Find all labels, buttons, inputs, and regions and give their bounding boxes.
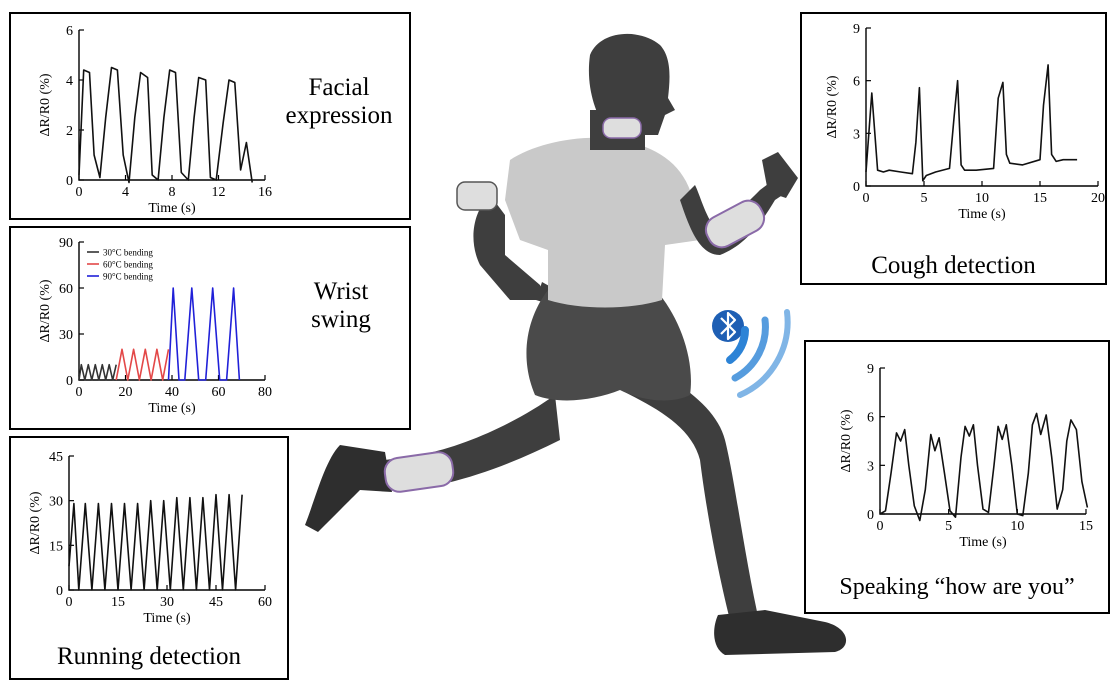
x-tick-label: 0	[76, 385, 83, 400]
x-tick-label: 0	[66, 595, 73, 610]
panel-wrist: 0 30 60 90 0 20 40 60 80 Time (s) ΔR/R0 (%) 30°C be…	[9, 226, 411, 430]
series-line-0	[78, 66, 253, 184]
title-running: Running detection	[57, 643, 241, 670]
chart-wrist: 0 30 60 90 0 20 40 60 80 Time (s) ΔR/R0 (%) 30°C be…	[38, 236, 272, 416]
x-axis-label: Time (s)	[958, 207, 1006, 222]
y-axis-label: ΔR/R0 (%)	[38, 73, 53, 136]
front-leg	[600, 355, 760, 625]
x-tick-label: 5	[921, 191, 928, 206]
y-tick-label: 9	[853, 22, 860, 37]
y-axis-label: ΔR/R0 (%)	[839, 409, 854, 472]
signal-waves-icon	[726, 309, 791, 398]
x-axis-label: Time (s)	[148, 201, 196, 216]
chart-cough: 0 3 6 9 0 5 10 15 20 Time (s) ΔR/R0 (%)	[825, 22, 1105, 222]
panel-running: 0 15 30 45 0 15 30 45 60 Time (s) ΔR/R0 (%) Runnin…	[9, 436, 289, 680]
y-tick-label: 0	[66, 174, 73, 189]
x-tick-label: 20	[119, 385, 133, 400]
series-line-2	[167, 287, 241, 381]
x-axis-label: Time (s)	[148, 401, 196, 416]
legend-label: 90°C bending	[103, 272, 153, 282]
x-tick-label: 60	[258, 595, 272, 610]
y-tick-label: 30	[59, 328, 73, 343]
axis-frame	[68, 456, 265, 591]
head	[588, 33, 675, 135]
y-tick-label: 0	[853, 180, 860, 195]
wearable-sensors	[383, 117, 766, 493]
front-fist	[762, 152, 798, 198]
y-tick-label: 9	[867, 362, 874, 377]
x-tick-label: 30	[160, 595, 174, 610]
x-tick-label: 16	[258, 185, 272, 200]
series-line-0	[879, 412, 1089, 522]
y-tick-label: 30	[49, 495, 63, 510]
y-tick-label: 6	[66, 24, 73, 39]
x-tick-label: 80	[258, 385, 272, 400]
y-tick-label: 0	[56, 584, 63, 599]
chart-running: 0 15 30 45 0 15 30 45 60 Time (s) ΔR/R0 (%)	[28, 450, 272, 626]
x-tick-label: 5	[945, 519, 952, 534]
x-tick-label: 20	[1091, 191, 1105, 206]
x-tick-label: 10	[975, 191, 989, 206]
x-tick-label: 12	[212, 185, 226, 200]
series-line-0	[78, 363, 117, 381]
x-tick-label: 0	[76, 185, 83, 200]
y-tick-label: 60	[59, 282, 73, 297]
y-tick-label: 6	[853, 75, 860, 90]
panel-speaking: 0 3 6 9 0 5 10 15 Time (s) ΔR/R0 (%) Speaking “ho…	[804, 340, 1110, 614]
neck-sensor	[602, 117, 642, 139]
title-speaking: Speaking “how are you”	[839, 574, 1075, 600]
panel-facial: 0 2 4 6 0 4 8 12 16 Time (s) ΔR/R0 (%) Facial expr…	[9, 12, 411, 220]
x-axis-label: Time (s)	[959, 535, 1007, 550]
upper-arm-sensor	[456, 181, 498, 211]
y-tick-label: 2	[66, 124, 73, 139]
shirt	[505, 137, 700, 308]
x-tick-label: 8	[169, 185, 176, 200]
x-tick-label: 0	[877, 519, 884, 534]
knee-sensor	[383, 451, 455, 493]
legend-label: 60°C bending	[103, 260, 153, 270]
title-facial: Facial expression	[285, 74, 393, 129]
series-line-0	[68, 493, 243, 591]
x-tick-label: 45	[209, 595, 223, 610]
y-tick-label: 0	[867, 508, 874, 523]
title-wrist: Wrist swing	[311, 278, 371, 333]
y-tick-label: 90	[59, 236, 73, 251]
x-tick-label: 4	[122, 185, 129, 200]
legend-label: 30°C bending	[103, 248, 153, 258]
y-tick-label: 4	[66, 74, 73, 89]
series-line-1	[115, 348, 170, 381]
axis-frame	[865, 28, 1098, 187]
x-tick-label: 60	[212, 385, 226, 400]
y-axis-label: ΔR/R0 (%)	[38, 279, 53, 342]
y-tick-label: 3	[867, 459, 874, 474]
x-tick-label: 0	[863, 191, 870, 206]
x-tick-label: 15	[1033, 191, 1047, 206]
x-tick-label: 15	[1079, 519, 1093, 534]
title-cough: Cough detection	[871, 252, 1036, 279]
panel-cough: 0 3 6 9 0 5 10 15 20 Time (s) ΔR/R0 (%) Cough dete…	[800, 12, 1107, 285]
series-line-0	[865, 64, 1078, 182]
x-tick-label: 10	[1010, 519, 1024, 534]
chart-speaking: 0 3 6 9 0 5 10 15 Time (s) ΔR/R0 (%)	[839, 362, 1093, 550]
back-arm	[473, 195, 545, 300]
x-tick-label: 15	[111, 595, 125, 610]
y-tick-label: 45	[49, 450, 63, 465]
y-tick-label: 6	[867, 411, 874, 426]
forearm-sensor	[704, 199, 766, 249]
shorts	[526, 290, 691, 401]
x-tick-label: 40	[165, 385, 179, 400]
y-axis-label: ΔR/R0 (%)	[28, 491, 43, 554]
y-axis-label: ΔR/R0 (%)	[825, 75, 840, 138]
x-axis-label: Time (s)	[143, 611, 191, 626]
front-shoe	[714, 610, 847, 655]
back-shoe	[305, 445, 392, 532]
chart-facial: 0 2 4 6 0 4 8 12 16 Time (s) ΔR/R0 (%)	[38, 24, 272, 216]
y-tick-label: 3	[853, 127, 860, 142]
y-tick-label: 15	[49, 539, 63, 554]
bluetooth-icon	[712, 310, 744, 342]
y-tick-label: 0	[66, 374, 73, 389]
